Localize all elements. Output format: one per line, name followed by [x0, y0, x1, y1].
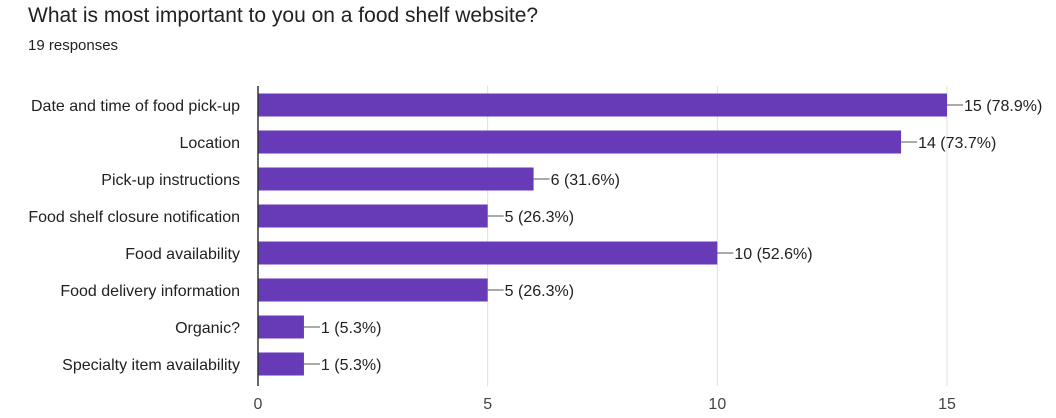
category-label: Date and time of food pick-up: [31, 98, 240, 115]
bar: [258, 167, 534, 191]
data-label: 1 (5.3%): [321, 357, 381, 374]
category-label: Food shelf closure notification: [28, 209, 240, 226]
category-label: Organic?: [175, 320, 240, 337]
category-label: Pick-up instructions: [101, 172, 240, 189]
data-label: 1 (5.3%): [321, 320, 381, 337]
bar: [258, 315, 304, 339]
x-tick-label: 0: [254, 396, 263, 413]
category-label: Food availability: [125, 246, 240, 263]
x-tick-label: 10: [708, 396, 726, 413]
category-label: Specialty item availability: [62, 357, 240, 374]
category-label: Location: [180, 135, 241, 152]
bar: [258, 93, 947, 117]
data-label: 15 (78.9%): [964, 98, 1042, 115]
x-tick-label: 15: [938, 396, 956, 413]
chart-title: What is most important to you on a food …: [28, 4, 539, 27]
bar: [258, 352, 304, 376]
bar: [258, 241, 718, 265]
data-label: 14 (73.7%): [918, 135, 996, 152]
response-count: 19 responses: [28, 37, 119, 54]
data-label: 5 (26.3%): [505, 283, 574, 300]
bar: [258, 278, 488, 302]
data-label: 5 (26.3%): [505, 209, 574, 226]
data-label: 6 (31.6%): [551, 172, 620, 189]
bar: [258, 204, 488, 228]
category-label: Food delivery information: [60, 283, 240, 300]
data-label: 10 (52.6%): [734, 246, 812, 263]
bar: [258, 130, 902, 154]
x-tick-label: 5: [483, 396, 492, 413]
